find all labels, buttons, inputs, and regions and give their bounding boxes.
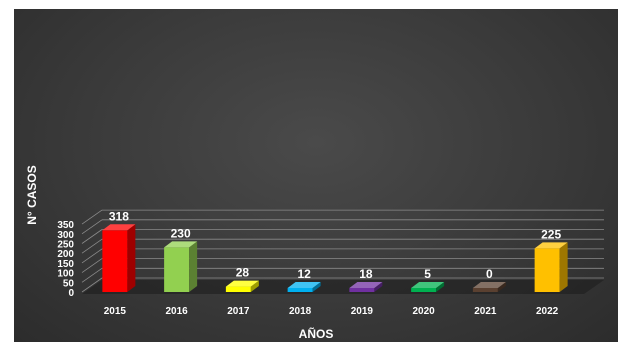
y-tick-label: 350 xyxy=(57,220,74,231)
gridline-diag-350 xyxy=(81,209,103,225)
bar-top xyxy=(164,241,198,248)
y-tick-label: 0 xyxy=(68,288,74,299)
bar-side xyxy=(497,282,506,292)
bar-front xyxy=(411,288,437,292)
gridlines xyxy=(81,209,604,294)
y-tick-label: 300 xyxy=(57,230,74,241)
bar-2020 xyxy=(411,282,445,292)
data-label: 12 xyxy=(297,267,311,281)
data-label: 225 xyxy=(541,227,561,241)
x-tick-label: 2016 xyxy=(166,306,189,317)
x-tick-label: 2022 xyxy=(536,306,559,317)
bar-side xyxy=(312,282,321,292)
y-tick-label: 100 xyxy=(57,269,74,280)
bar-2018 xyxy=(287,282,321,292)
bar-2022 xyxy=(534,242,568,292)
bar-top xyxy=(534,242,568,249)
data-label: 28 xyxy=(236,266,250,280)
data-label: 318 xyxy=(109,209,129,223)
bar-front xyxy=(102,230,128,292)
chart-floor xyxy=(82,280,604,294)
bars xyxy=(102,224,568,292)
gridline-diag-150 xyxy=(81,248,103,264)
bar-front xyxy=(225,286,251,292)
x-tick-label: 2015 xyxy=(104,306,127,317)
data-label: 230 xyxy=(171,226,191,240)
bar-2019 xyxy=(349,282,383,292)
bar-top xyxy=(225,280,259,287)
gridline-diag-50 xyxy=(81,267,103,283)
bar-top xyxy=(472,282,506,288)
data-labels: 318 230 28 12 18 5 0 225 xyxy=(109,209,562,281)
bar-top xyxy=(349,282,383,288)
bar-top xyxy=(102,224,136,231)
x-tick-label: 2021 xyxy=(474,306,497,317)
bar-top xyxy=(411,282,445,288)
bar-front xyxy=(164,247,190,292)
bar-front xyxy=(287,288,313,292)
bar-side xyxy=(189,241,198,292)
y-tick-label: 200 xyxy=(57,249,74,260)
bar-front xyxy=(472,288,498,292)
bar-2015 xyxy=(102,224,136,292)
bar-side xyxy=(374,282,383,292)
data-label: 5 xyxy=(424,267,431,281)
x-axis-title: AÑOS xyxy=(299,326,334,341)
bar-front xyxy=(349,288,375,292)
x-axis-ticks: 2015 2016 2017 2018 2019 2020 2021 2022 xyxy=(104,306,559,317)
bar-top xyxy=(287,282,321,288)
y-tick-label: 250 xyxy=(57,240,74,251)
x-tick-label: 2020 xyxy=(413,306,436,317)
y-tick-label: 150 xyxy=(57,259,74,270)
data-label: 0 xyxy=(486,267,493,281)
y-axis-title: N° CASOS xyxy=(25,165,39,224)
x-tick-label: 2017 xyxy=(227,306,250,317)
bar-side xyxy=(250,280,259,292)
bar-side xyxy=(436,282,445,292)
x-tick-label: 2019 xyxy=(351,306,374,317)
bar-side xyxy=(559,242,568,292)
bar-side xyxy=(127,224,136,292)
gridline-diag-200 xyxy=(81,238,103,254)
gridline-diag-0 xyxy=(81,277,103,293)
gridline-diag-250 xyxy=(81,229,103,244)
chart-panel: 0 50 100 150 200 250 300 350 318 230 28 12 18 5 0 225 … xyxy=(14,9,618,342)
data-label: 18 xyxy=(359,267,373,281)
y-tick-label: 50 xyxy=(63,278,75,289)
x-tick-label: 2018 xyxy=(289,306,312,317)
bar-front xyxy=(534,248,560,292)
bar-2016 xyxy=(164,241,198,292)
gridline-diag-100 xyxy=(81,258,103,273)
gridline-diag-300 xyxy=(81,219,103,235)
bar-2021 xyxy=(472,282,506,292)
bar-2017 xyxy=(225,280,259,292)
